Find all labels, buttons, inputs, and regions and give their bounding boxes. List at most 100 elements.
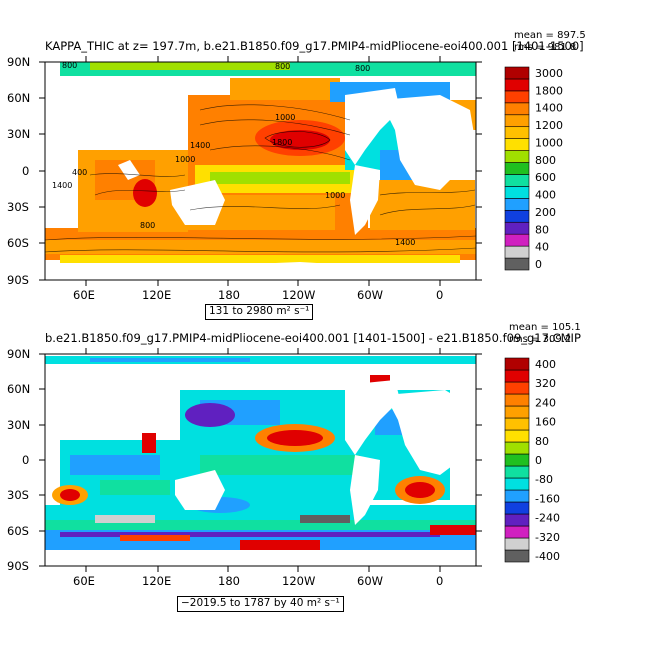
map2-frame (39, 348, 482, 572)
contour-label-1: 800 (62, 61, 77, 70)
colorbar-2-label: -160 (535, 492, 560, 505)
contour-label-10: 1000 (325, 191, 345, 200)
colorbar-1-swatch (504, 186, 530, 199)
colorbar-1-label: 600 (535, 171, 556, 184)
colorbar-2-swatch (504, 369, 530, 383)
map1 (45, 62, 476, 280)
chart2-xtick-60w: 60W (357, 574, 384, 588)
colorbar-2-swatch (504, 477, 530, 491)
colorbar-2-swatch (504, 549, 530, 563)
chart2-rms: rms = 309.2 (509, 334, 572, 345)
colorbar-2-swatch (504, 417, 530, 431)
colorbar-2-swatch (504, 525, 530, 539)
colorbar-2-label: 0 (535, 454, 542, 467)
chart2-title: b.e21.B1850.f09_g17.PMIP4-midPliocene-eo… (45, 331, 581, 345)
chart1-xtick-60e: 60E (73, 288, 95, 302)
colorbar-2-label: -80 (535, 473, 553, 486)
colorbar-1-label: 40 (535, 241, 549, 254)
map1-contour-labels: 800 800 800 1000 1000 400 1400 1400 1800… (52, 61, 415, 247)
colorbar-1-swatch (504, 90, 530, 104)
contour-label-5: 1000 (175, 155, 195, 164)
chart2-ytick-0: 0 (22, 453, 30, 467)
colorbar-1-swatch (504, 66, 530, 80)
chart2-ytick-60s: 60S (7, 524, 29, 538)
contour-label-8: 1400 (190, 141, 210, 150)
colorbar-2-swatch (504, 453, 530, 467)
colorbar-2-label: 400 (535, 358, 556, 371)
chart2-ytick-90n: 90N (7, 347, 31, 361)
colorbar-1-swatch (504, 257, 530, 271)
chart2-ytick-30s: 30S (7, 488, 29, 502)
colorbar-1-swatch (504, 114, 530, 128)
colorbar-1-swatch (504, 150, 530, 163)
colorbar-2-label: -240 (535, 512, 560, 525)
colorbar-1-label: 1400 (535, 102, 563, 115)
chart1-mean: mean = 897.5 (514, 30, 586, 41)
colorbar-1-swatch (504, 138, 530, 151)
colorbar-2-label: 320 (535, 377, 556, 390)
map2 (45, 354, 476, 566)
chart2-xtick-180: 180 (218, 574, 240, 588)
chart2-xtick-0: 0 (436, 574, 444, 588)
chart1-rms: rms = 981.8 (514, 42, 577, 53)
colorbar-1-label: 400 (535, 189, 556, 202)
colorbar-2-label: -320 (535, 531, 560, 544)
contour-label-4: 1000 (275, 113, 295, 122)
colorbar-2-swatch (504, 429, 530, 443)
chart2-range-box: −2019.5 to 1787 by 40 m² s⁻¹ (177, 596, 344, 612)
contour-label-9: 1800 (272, 138, 292, 147)
colorbar-1-label: 1000 (535, 136, 563, 149)
chart2-xtick-120e: 120E (142, 574, 172, 588)
colorbar-2-swatch (504, 381, 530, 395)
contour-label-3: 800 (355, 64, 370, 73)
chart1-title: KAPPA_THIC at z= 197.7m, b.e21.B1850.f09… (45, 39, 584, 53)
colorbar-2-label: 240 (535, 396, 556, 409)
colorbar-2-label: -400 (535, 550, 560, 563)
chart1-xtick-180: 180 (218, 288, 240, 302)
colorbar-1-swatch (504, 221, 530, 235)
chart1-ytick-90s: 90S (7, 273, 29, 287)
colorbar-1-swatch (504, 233, 530, 247)
chart2-xtick-60e: 60E (73, 574, 95, 588)
colorbar-2-swatch (504, 489, 530, 503)
colorbar-2-swatch (504, 405, 530, 419)
colorbar-1-swatch (504, 102, 530, 116)
colorbar-2-swatch (504, 465, 530, 479)
chart1-xtick-120w: 120W (282, 288, 316, 302)
colorbar-1-label: 1200 (535, 119, 563, 132)
chart2-ytick-90s: 90S (7, 559, 29, 573)
colorbar-2-swatch (504, 357, 530, 371)
colorbar-1-swatch (504, 245, 530, 259)
chart1-ytick-60n: 60N (7, 91, 31, 105)
chart2-ytick-30n: 30N (7, 418, 31, 432)
colorbar-1-swatch (504, 162, 530, 175)
colorbar-1-label: 0 (535, 258, 542, 271)
colorbar-1-label: 3000 (535, 67, 563, 80)
chart1-xtick-60w: 60W (357, 288, 384, 302)
chart1-ytick-0: 0 (22, 164, 30, 178)
colorbar-2-label: 80 (535, 435, 549, 448)
contour-label-6: 400 (72, 168, 87, 177)
map1-contours (45, 104, 476, 253)
chart1-range-box: 131 to 2980 m² s⁻¹ (205, 304, 314, 320)
colorbar-2-swatch (504, 513, 530, 527)
colorbar-1-label: 1800 (535, 84, 563, 97)
contour-label-2: 800 (275, 62, 290, 71)
colorbar-2-swatch (504, 393, 530, 407)
chart2-xtick-120w: 120W (282, 574, 316, 588)
colorbar-1-label: 80 (535, 223, 549, 236)
chart2-ytick-60n: 60N (7, 382, 31, 396)
contour-label-12: 1400 (395, 238, 415, 247)
contour-label-11: 800 (140, 221, 155, 230)
colorbar-1-label: 200 (535, 206, 556, 219)
colorbar-1-swatch (504, 198, 530, 211)
colorbar-2-swatch (504, 501, 530, 515)
chart1-xtick-0: 0 (436, 288, 444, 302)
chart1-ytick-30s: 30S (7, 200, 29, 214)
colorbar-1-swatch (504, 209, 530, 223)
chart1-ytick-90n: 90N (7, 55, 31, 69)
contour-label-7: 1400 (52, 181, 72, 190)
colorbar-2-swatch (504, 537, 530, 551)
